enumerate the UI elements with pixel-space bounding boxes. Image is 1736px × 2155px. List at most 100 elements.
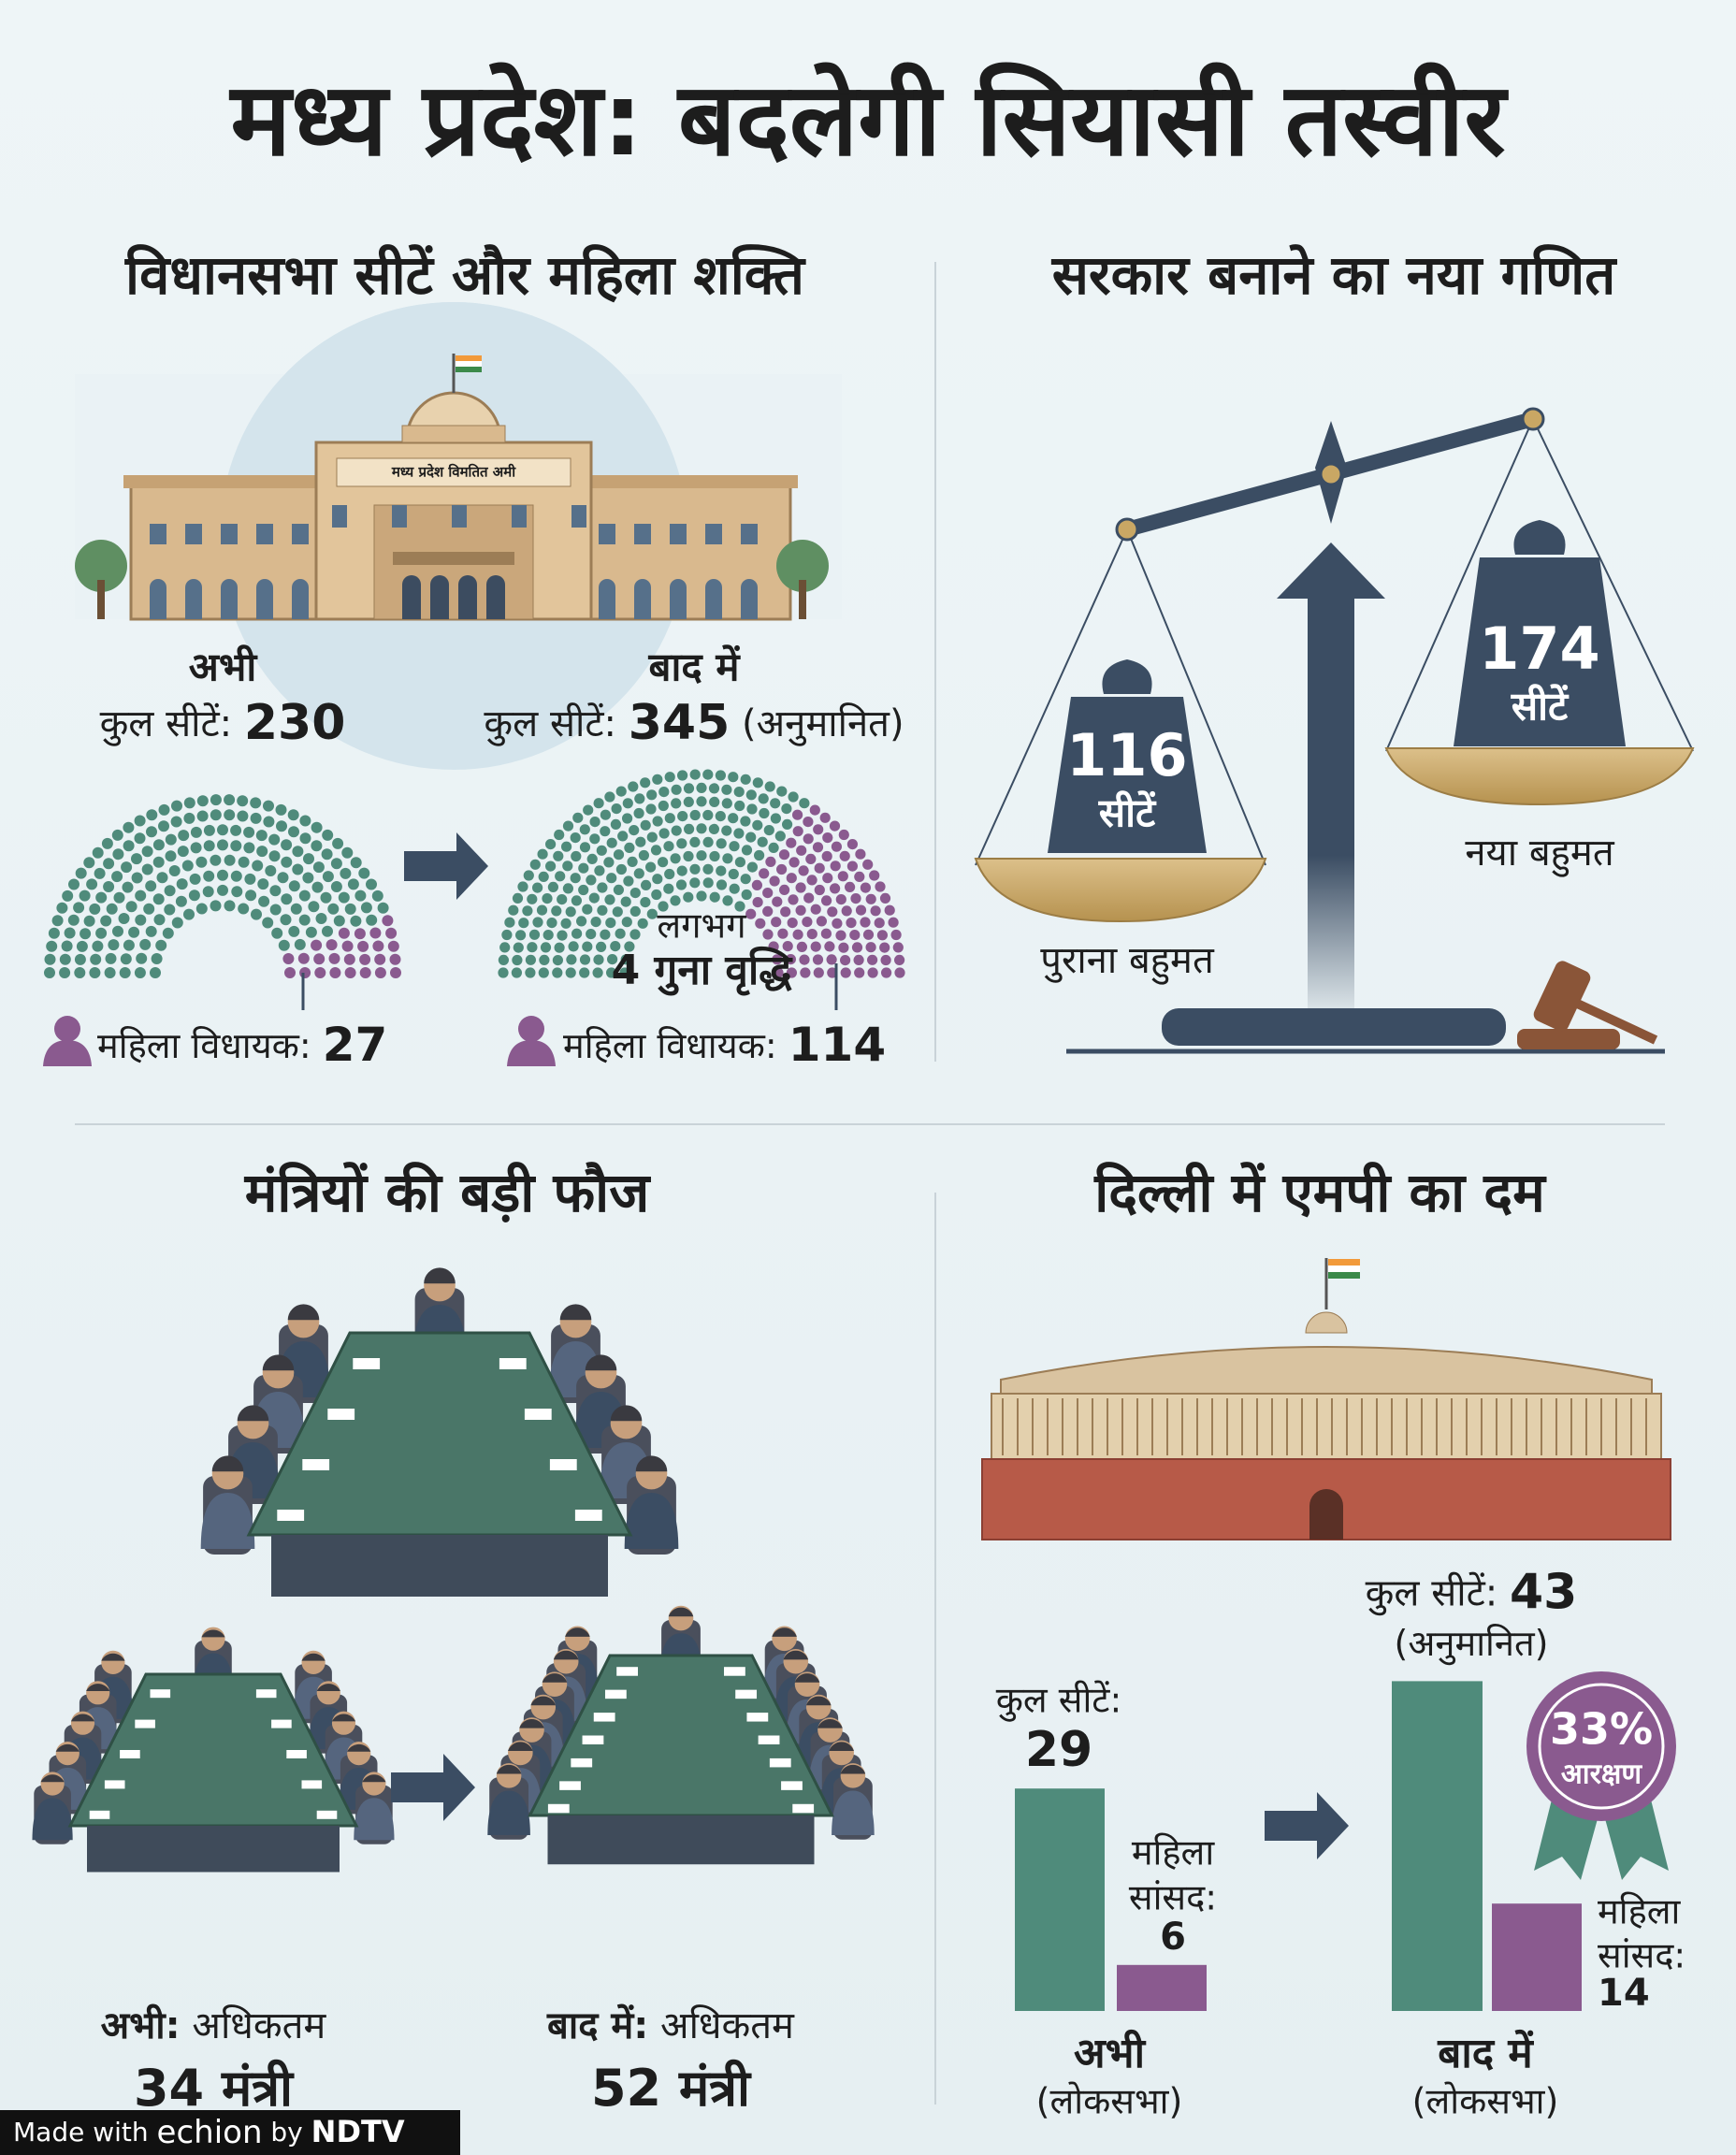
paper bbox=[316, 1810, 338, 1819]
seat bbox=[538, 871, 549, 883]
window bbox=[185, 524, 202, 544]
seat bbox=[611, 803, 622, 815]
person-hair bbox=[829, 1742, 854, 1752]
section-heading: सरकार बनाने का नया गणित bbox=[1051, 243, 1618, 307]
seat bbox=[238, 903, 250, 915]
seat bbox=[165, 850, 177, 862]
woman-seat bbox=[837, 871, 848, 882]
arrow bbox=[391, 1754, 475, 1821]
woman-seat bbox=[795, 882, 806, 893]
seat bbox=[89, 903, 101, 915]
seat bbox=[145, 925, 157, 937]
seat bbox=[104, 967, 116, 978]
window bbox=[150, 524, 166, 544]
seat bbox=[95, 927, 108, 939]
woman-seat bbox=[772, 896, 783, 907]
woman-seat bbox=[812, 954, 824, 965]
seat bbox=[676, 838, 687, 849]
seat bbox=[203, 870, 215, 882]
woman-seat bbox=[359, 953, 371, 965]
woman-seat bbox=[845, 881, 856, 893]
door bbox=[486, 575, 505, 619]
seat bbox=[554, 829, 565, 841]
woman-seat bbox=[822, 832, 833, 844]
bar bbox=[1392, 1681, 1483, 2011]
window bbox=[292, 524, 309, 544]
seat bbox=[622, 798, 633, 809]
seat bbox=[75, 867, 87, 879]
seat bbox=[290, 903, 302, 915]
seat bbox=[545, 861, 557, 872]
woman-seat bbox=[314, 967, 326, 978]
woman-seat bbox=[855, 904, 867, 916]
table-front bbox=[87, 1826, 340, 1873]
seat bbox=[294, 938, 306, 950]
woman-seat bbox=[879, 942, 890, 953]
woman-seat bbox=[855, 848, 866, 860]
seat bbox=[652, 816, 663, 827]
seat bbox=[708, 783, 720, 794]
person-hair bbox=[86, 1684, 110, 1691]
woman-seat bbox=[786, 873, 797, 884]
woman-seat bbox=[385, 927, 398, 939]
gavel-handle bbox=[1569, 996, 1658, 1045]
window bbox=[452, 505, 467, 528]
woman-seat bbox=[819, 812, 831, 823]
person-body bbox=[832, 1790, 875, 1836]
woman-seat bbox=[876, 930, 889, 941]
seat bbox=[600, 809, 612, 820]
window bbox=[221, 524, 238, 544]
window bbox=[741, 524, 758, 544]
ministers-count: 34 मंत्री bbox=[134, 2059, 295, 2118]
windows bbox=[150, 505, 758, 619]
footer-box bbox=[0, 2110, 460, 2155]
seat bbox=[677, 811, 688, 822]
seat bbox=[696, 890, 707, 902]
seat bbox=[183, 797, 195, 809]
person-hair bbox=[530, 1696, 557, 1706]
tree bbox=[75, 540, 127, 592]
seat bbox=[332, 837, 344, 849]
seat bbox=[689, 877, 701, 889]
seat bbox=[299, 815, 311, 827]
woman-seat bbox=[796, 941, 808, 953]
seat bbox=[579, 824, 590, 835]
growth-text: लगभग bbox=[657, 905, 746, 947]
seat bbox=[568, 941, 579, 952]
seat bbox=[358, 867, 370, 879]
seat bbox=[562, 883, 574, 894]
org: NDTV bbox=[311, 2114, 405, 2149]
women-value: 27 bbox=[323, 1018, 388, 1072]
seat bbox=[498, 954, 510, 965]
person-hair bbox=[817, 1719, 843, 1728]
seat bbox=[592, 967, 603, 978]
seat bbox=[92, 846, 104, 859]
seat bbox=[257, 878, 269, 890]
woman-seat bbox=[798, 865, 809, 876]
woman-seat bbox=[387, 940, 399, 952]
brand: echion bbox=[157, 2114, 263, 2151]
seat bbox=[741, 845, 753, 856]
woman-seat bbox=[865, 893, 876, 904]
seat bbox=[658, 901, 669, 912]
seat bbox=[615, 786, 627, 797]
seat bbox=[95, 891, 108, 904]
sign-board bbox=[336, 457, 571, 487]
person-body bbox=[624, 1493, 679, 1549]
seat bbox=[583, 804, 594, 816]
seat bbox=[619, 967, 630, 978]
person-hair bbox=[424, 1267, 456, 1284]
seat bbox=[615, 863, 628, 875]
seat bbox=[245, 889, 257, 902]
woman-seat bbox=[771, 917, 782, 928]
seat bbox=[721, 784, 732, 795]
seat bbox=[136, 952, 148, 964]
seat bbox=[134, 967, 146, 978]
seat bbox=[607, 954, 618, 965]
window bbox=[256, 579, 273, 619]
seat bbox=[523, 870, 534, 881]
seat bbox=[615, 928, 626, 939]
arrow bbox=[1265, 1792, 1349, 1859]
made-with: Made with bbox=[13, 2117, 149, 2148]
seat bbox=[586, 875, 597, 886]
